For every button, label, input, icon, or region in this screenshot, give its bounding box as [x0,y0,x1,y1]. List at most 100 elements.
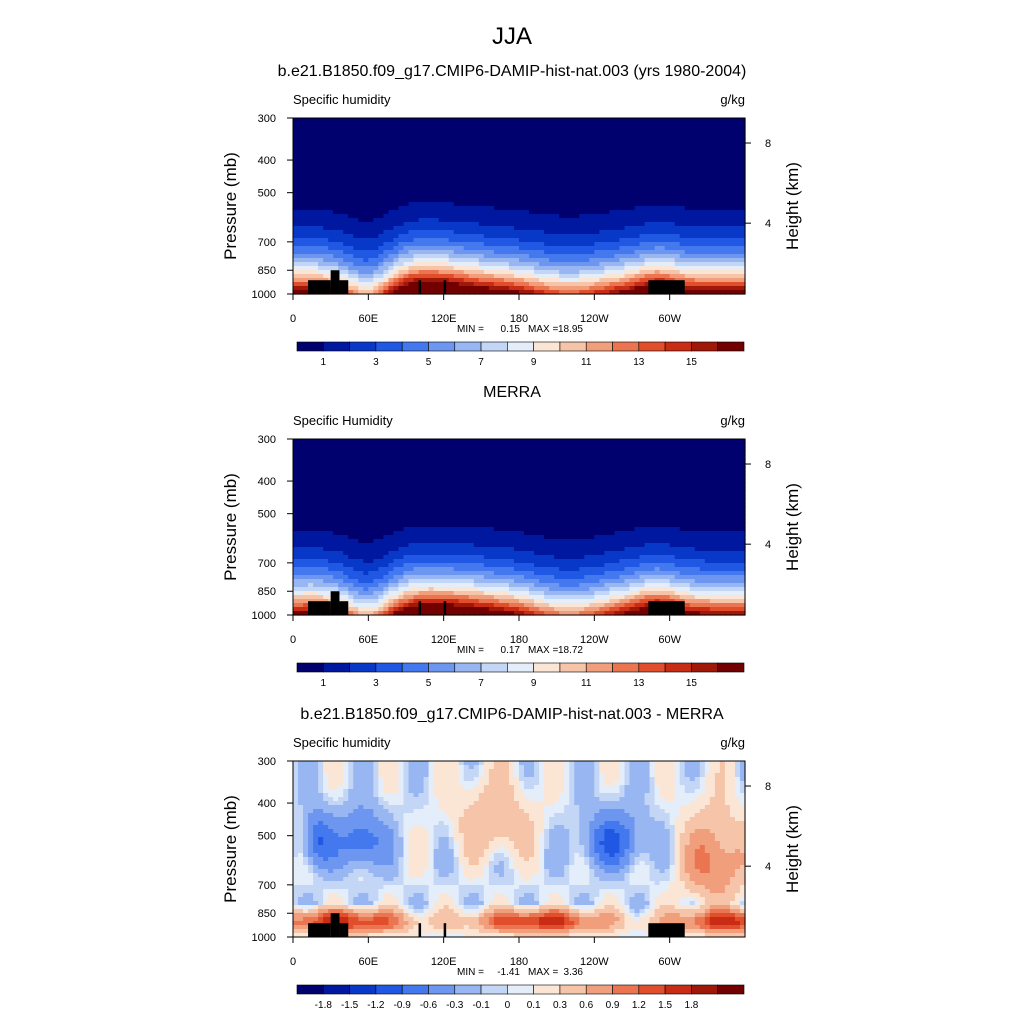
heatmap-cell [664,274,671,279]
heatmap-cell [328,479,334,484]
heatmap-cell [418,162,425,167]
heatmap-cell [639,234,646,239]
heatmap-cell [519,262,525,267]
heatmap-cell [438,182,445,187]
heatmap-cell [423,138,430,143]
heatmap-cell [478,150,485,155]
heatmap-cell [488,130,495,135]
heatmap-cell [584,130,590,135]
heatmap-cell [614,178,621,183]
heatmap-cell [513,190,520,195]
heatmap-cell [604,274,610,279]
heatmap-cell [664,254,671,259]
heatmap-cell [388,198,395,203]
heatmap-cell [413,286,420,291]
colorbar-swatch [375,341,403,352]
heatmap-cell [609,262,616,267]
heatmap-cell [443,471,450,476]
heatmap-cell [368,463,374,468]
heatmap-cell [343,467,349,472]
heatmap-cell [373,282,379,287]
heatmap-cell [589,439,595,444]
heatmap-cell [338,130,344,135]
heatmap-cell [534,118,540,123]
heatmap-cell [313,471,319,476]
heatmap-cell [564,475,570,480]
heatmap-cell [358,142,364,147]
heatmap-cell [554,182,560,187]
heatmap-cell [579,443,585,448]
heatmap-cell [654,463,661,468]
heatmap-cell [529,459,535,464]
heatmap-cell [634,270,641,275]
heatmap-cell [644,475,651,480]
heatmap-cell [503,234,510,239]
heatmap-cell [468,242,475,247]
heatmap-cell [549,447,555,452]
heatmap-cell [398,178,405,183]
heatmap-cell [443,186,450,191]
heatmap-cell [298,270,304,275]
heatmap-cell [503,130,510,135]
heatmap-cell [659,150,666,155]
heatmap-cell [333,471,339,476]
heatmap-cell [398,479,405,484]
heatmap-cell [559,222,565,227]
heatmap-cell [564,459,570,464]
heatmap-cell [358,154,364,159]
heatmap-cell [624,162,631,167]
heatmap-cell [453,290,460,295]
heatmap-cell [368,170,374,175]
heatmap-cell [524,246,530,251]
heatmap-cell [734,170,741,175]
heatmap-cell [694,130,701,135]
heatmap-cell [549,282,555,287]
heatmap-cell [709,282,716,287]
heatmap-cell [428,210,435,215]
heatmap-cell [734,238,741,243]
heatmap-cell [664,182,671,187]
heatmap-cell [463,142,470,147]
heatmap-cell [308,475,314,480]
heatmap-cell [333,154,339,159]
heatmap-cell [564,463,570,468]
heatmap-cell [393,122,400,127]
heatmap-cell [463,226,470,231]
heatmap-cell [584,186,590,191]
heatmap-cell [363,126,369,131]
heatmap-cell [624,459,631,464]
heatmap-cell [689,166,696,171]
heatmap-cell [443,242,450,247]
heatmap-cell [338,206,344,211]
heatmap-cell [624,234,631,239]
heatmap-cell [724,270,731,275]
heatmap-cell [398,451,405,456]
heatmap-cell [634,190,641,195]
heatmap-cell [428,170,435,175]
heatmap-cell [383,194,390,199]
heatmap-cell [498,162,505,167]
heatmap-cell [689,130,696,135]
heatmap-cell [579,134,585,139]
heatmap-cell [589,226,595,231]
heatmap-cell [589,210,595,215]
heatmap-cell [428,230,435,235]
heatmap-cell [654,475,661,480]
heatmap-cell [594,150,600,155]
heatmap-cell [398,463,405,468]
heatmap-cell [318,439,324,444]
heatmap-cell [524,158,530,163]
heatmap-cell [293,286,299,291]
heatmap-cell [629,194,636,199]
heatmap-cell [579,122,585,127]
heatmap-cell [534,186,540,191]
heatmap-cell [589,142,595,147]
heatmap-cell [624,122,631,127]
heatmap-cell [614,182,621,187]
heatmap-cell [529,270,535,275]
heatmap-cell [714,262,721,267]
heatmap-cell [423,246,430,251]
heatmap-cell [353,138,359,143]
heatmap-cell [539,174,545,179]
heatmap-cell [599,459,605,464]
